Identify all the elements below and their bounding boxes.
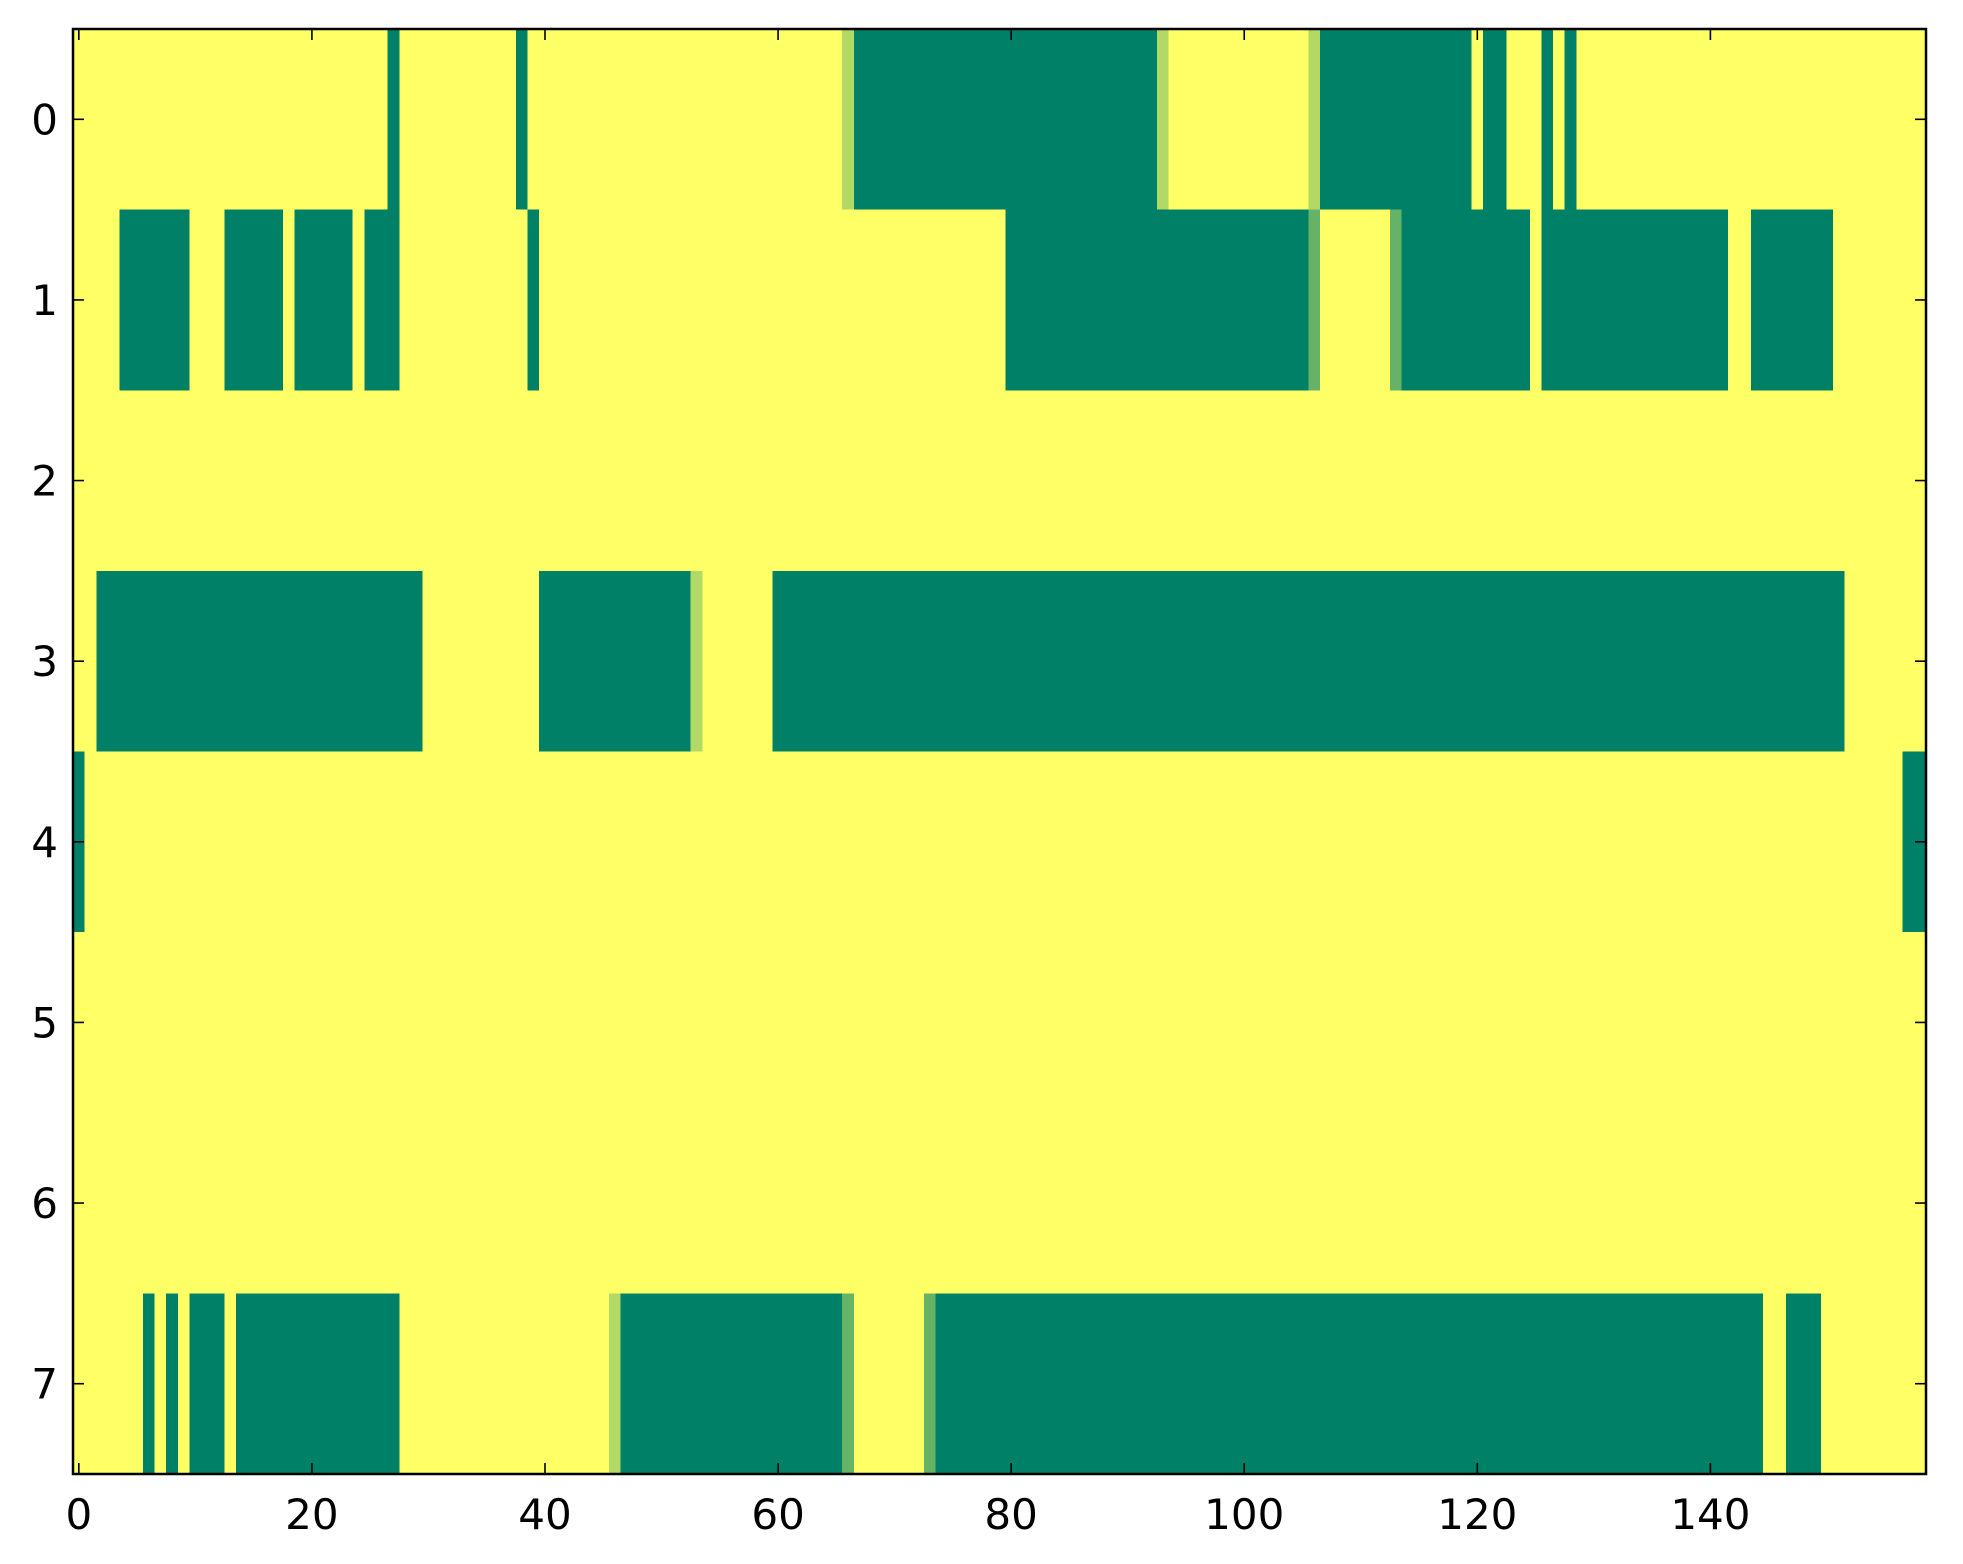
heatmap-cell	[1541, 209, 1728, 391]
heatmap-cell	[236, 1293, 400, 1475]
heatmap-cell	[1902, 751, 1926, 933]
heatmap-cell	[1156, 29, 1169, 210]
heatmap-cell	[539, 570, 691, 752]
x-tick-label: 60	[751, 1490, 804, 1539]
heatmap-cell	[1541, 29, 1554, 210]
heatmap-cell	[96, 570, 423, 752]
heatmap-cell	[119, 209, 190, 391]
heatmap-cell	[842, 29, 854, 210]
heatmap-cells	[73, 29, 1926, 1475]
heatmap-cell	[923, 1293, 936, 1475]
heatmap-cell	[387, 29, 400, 210]
y-axis-tick-labels: 0 1 2 3 4 5 6 7	[31, 95, 58, 1408]
heatmap-cell	[935, 1293, 1763, 1475]
heatmap-cell	[189, 1293, 225, 1475]
y-tick-label: 6	[31, 1179, 58, 1228]
heatmap-cell	[364, 209, 400, 391]
heatmap-cell	[620, 1293, 843, 1475]
y-tick-label: 3	[31, 637, 58, 686]
heatmap-cell	[609, 1293, 621, 1475]
heatmap-cell	[772, 570, 1845, 752]
heatmap-cell	[515, 29, 528, 210]
heatmap-cell	[1308, 29, 1320, 210]
heatmap-cell	[142, 1293, 155, 1475]
heatmap-cell	[294, 209, 353, 391]
x-tick-label: 20	[285, 1490, 338, 1539]
x-tick-label: 80	[984, 1490, 1037, 1539]
heatmap-cell	[1005, 209, 1309, 391]
axis-ticks	[73, 29, 1926, 1474]
heatmap-cell	[1751, 209, 1833, 391]
heatmap-cell	[166, 1293, 178, 1475]
heatmap-cell	[842, 1293, 854, 1475]
y-tick-label: 2	[31, 457, 58, 506]
y-tick-label: 4	[31, 818, 58, 867]
plot-frame	[71, 27, 1928, 1476]
heatmap-cell	[1389, 209, 1402, 391]
heatmap-cell	[1786, 1293, 1822, 1475]
y-tick-label: 7	[31, 1360, 58, 1409]
heatmap-cell	[527, 209, 540, 391]
x-tick-label: 100	[1204, 1490, 1284, 1539]
heatmap-cell	[853, 29, 1157, 210]
heatmap-cell	[1564, 29, 1577, 210]
heatmap-cell	[690, 570, 703, 752]
x-tick-label: 0	[65, 1490, 92, 1539]
y-tick-label: 1	[31, 276, 58, 325]
x-tick-label: 140	[1670, 1490, 1750, 1539]
x-axis-tick-labels: 0 20 40 60 80 100 120 140	[65, 1490, 1750, 1539]
heatmap-cell	[224, 209, 283, 391]
plot-area	[73, 29, 1926, 1475]
heatmap-cell	[1308, 209, 1320, 391]
y-tick-label: 0	[31, 95, 58, 144]
heatmap-cell	[1401, 209, 1530, 391]
heatmap-cell	[1483, 29, 1507, 210]
x-tick-label: 40	[518, 1490, 571, 1539]
x-tick-label: 120	[1437, 1490, 1517, 1539]
heatmap-cell	[1319, 29, 1472, 210]
y-tick-label: 5	[31, 998, 58, 1047]
